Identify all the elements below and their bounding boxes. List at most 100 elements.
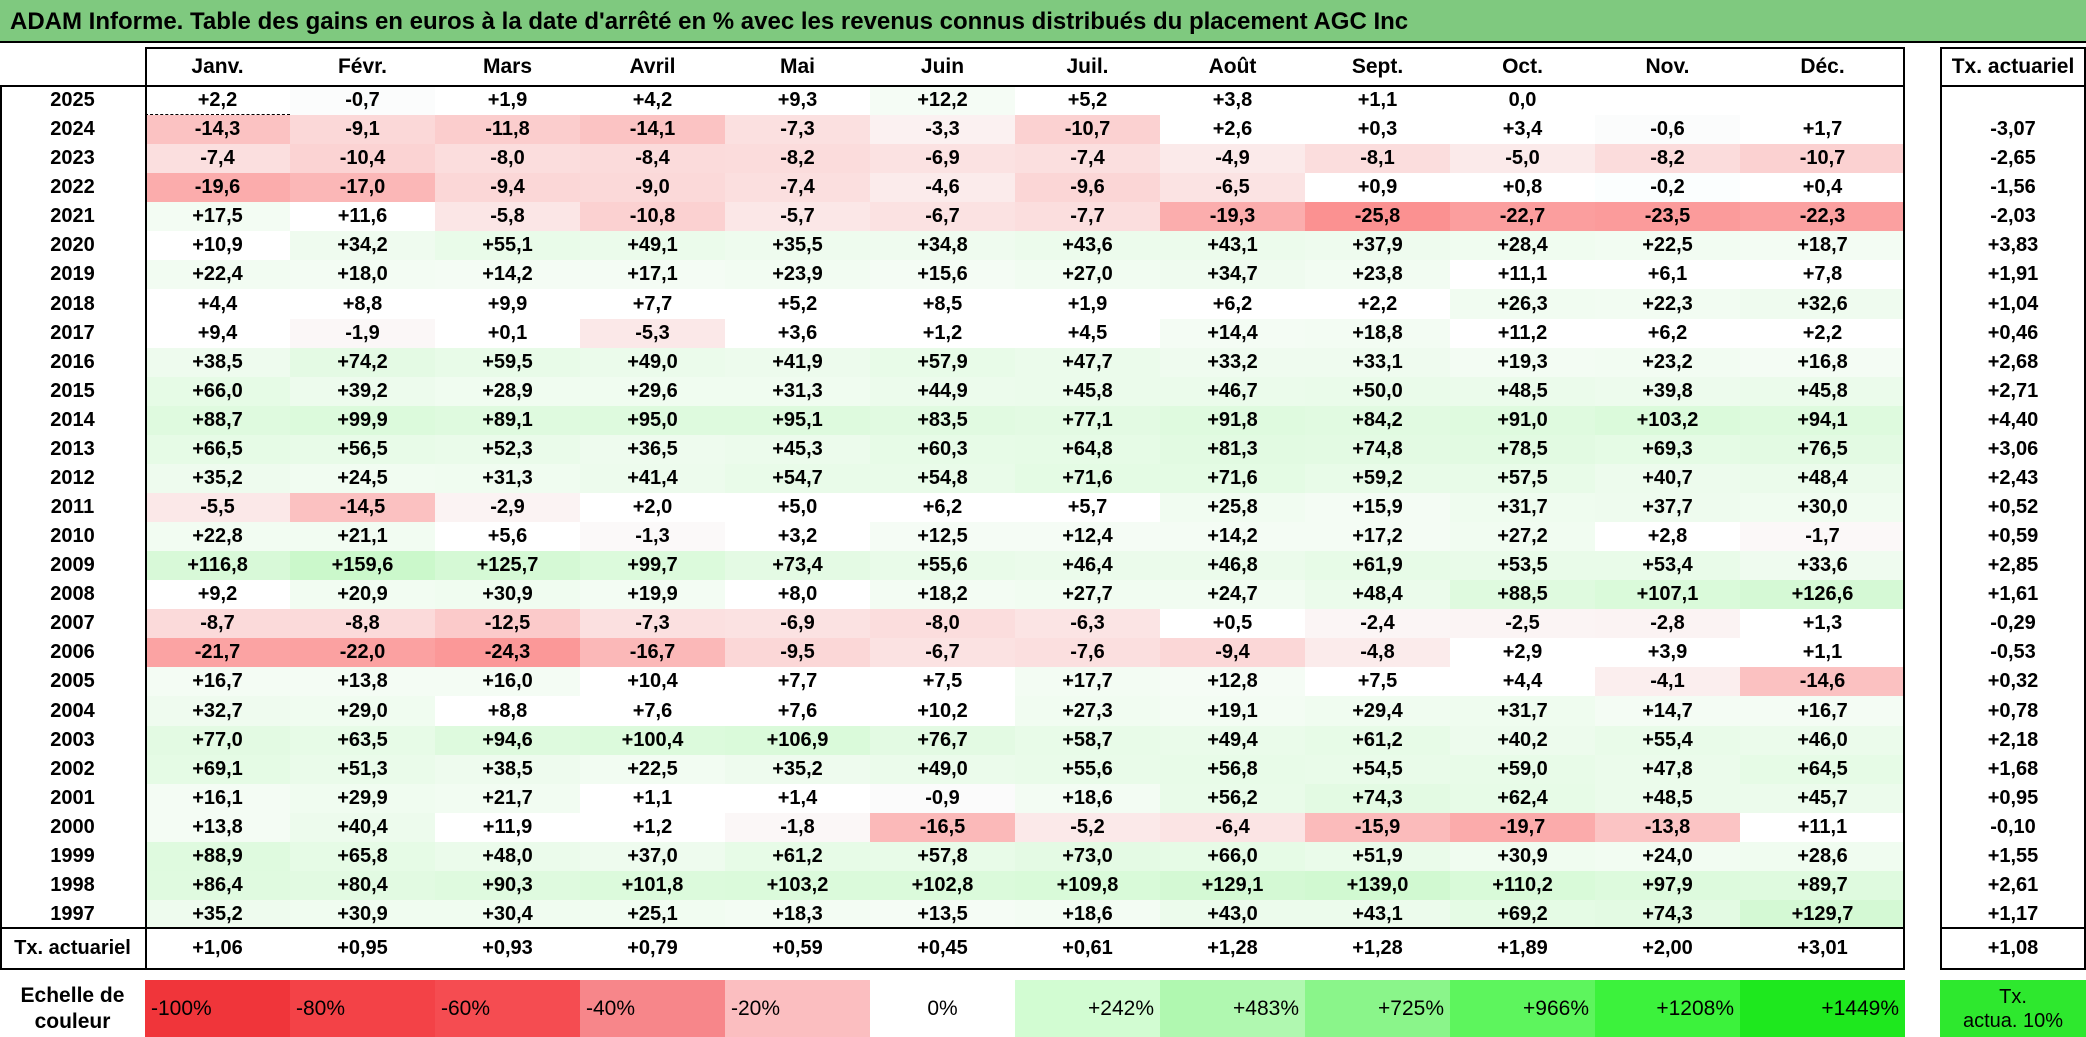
- table-cell: +7,6: [580, 696, 725, 726]
- scale-swatch: 0%: [870, 980, 1015, 1037]
- table-cell: +38,5: [145, 347, 290, 377]
- table-cell: +91,0: [1450, 405, 1595, 435]
- table-cell: -10,7: [1015, 115, 1160, 145]
- table-cell: +25,1: [580, 899, 725, 930]
- table-cell: +13,8: [145, 812, 290, 842]
- table-cell: +125,7: [435, 551, 580, 581]
- table-cell: +27,2: [1450, 522, 1595, 552]
- table-cell: +61,2: [725, 841, 870, 871]
- rate-header: Tx. actuariel: [1951, 55, 2075, 78]
- table-cell: +18,2: [870, 580, 1015, 610]
- year-label: 2017: [50, 321, 95, 344]
- table-cell: +34,7: [1160, 260, 1305, 290]
- table-cell: +49,0: [580, 347, 725, 377]
- table-cell: +3,9: [1595, 638, 1740, 668]
- scale-label: Echelle de couleur: [0, 980, 145, 1037]
- table-cell: +18,0: [290, 260, 435, 290]
- month-header: Mai: [779, 55, 815, 78]
- table-cell: +99,7: [580, 551, 725, 581]
- table-cell: -8,2: [1595, 144, 1740, 174]
- table-cell: +73,4: [725, 551, 870, 581]
- rate-cell: +0,52: [1987, 496, 2039, 518]
- year-label: 2001: [50, 786, 95, 809]
- year-label: 2018: [50, 292, 95, 315]
- year-label: 2019: [50, 263, 95, 286]
- table-cell: +59,5: [435, 347, 580, 377]
- table-cell: +0,4: [1740, 173, 1905, 203]
- table-cell: +28,9: [435, 376, 580, 406]
- table-cell: -8,7: [145, 609, 290, 639]
- table-cell: +34,2: [290, 231, 435, 261]
- table-cell: +66,0: [1160, 841, 1305, 871]
- table-cell: +39,2: [290, 376, 435, 406]
- grid-line: [1940, 85, 2086, 87]
- table-cell: +1,1: [1740, 638, 1905, 668]
- scale-swatch: -80%: [290, 980, 435, 1037]
- summary-cell: +3,01: [1797, 936, 1848, 959]
- table-cell: +8,5: [870, 289, 1015, 319]
- table-cell: +26,3: [1450, 289, 1595, 319]
- rate-cell: +1,17: [1987, 902, 2039, 925]
- table-cell: -9,0: [580, 173, 725, 203]
- table-cell: +103,2: [725, 870, 870, 900]
- grid-line: [0, 968, 1905, 970]
- table-cell: 0,0: [1450, 86, 1595, 116]
- table-cell: +27,7: [1015, 580, 1160, 610]
- table-cell: +40,2: [1450, 725, 1595, 755]
- table-cell: +55,6: [1015, 754, 1160, 784]
- table-cell: +9,2: [145, 580, 290, 610]
- table-cell: +11,6: [290, 202, 435, 232]
- page-title: ADAM Informe. Table des gains en euros à…: [0, 0, 2086, 43]
- grid-line: [1940, 927, 2086, 929]
- table-cell: +1,9: [1015, 289, 1160, 319]
- table-cell: +13,8: [290, 667, 435, 697]
- table-cell: +2,0: [580, 492, 725, 523]
- table-cell: +45,8: [1015, 376, 1160, 406]
- table-cell: +16,7: [145, 667, 290, 697]
- table-cell: -5,0: [1450, 144, 1595, 174]
- table-cell: +10,9: [145, 231, 290, 261]
- table-cell: +25,8: [1160, 492, 1305, 523]
- table-cell: +21,7: [435, 783, 580, 813]
- scale-swatch: +1208%: [1595, 980, 1740, 1037]
- table-cell: +64,5: [1740, 754, 1905, 784]
- table-cell: +51,9: [1305, 841, 1450, 871]
- table-cell: +7,7: [580, 289, 725, 319]
- table-cell: +91,8: [1160, 405, 1305, 435]
- table-cell: +49,1: [580, 231, 725, 261]
- table-cell: +9,4: [145, 318, 290, 348]
- table-cell: -2,8: [1595, 609, 1740, 639]
- month-header: Déc.: [1800, 55, 1845, 78]
- year-label: 2021: [50, 205, 95, 228]
- table-cell: +19,3: [1450, 347, 1595, 377]
- table-cell: +45,3: [725, 434, 870, 464]
- rate-cell: +1,61: [1987, 583, 2039, 606]
- year-label: 2016: [50, 350, 95, 373]
- table-cell: +55,4: [1595, 725, 1740, 755]
- month-header: Mars: [482, 55, 533, 78]
- table-cell: +48,4: [1305, 580, 1450, 610]
- table-cell: -4,9: [1160, 144, 1305, 174]
- year-label: 2015: [50, 379, 95, 402]
- rate-cell: -2,65: [1990, 147, 2036, 170]
- table-cell: +65,8: [290, 841, 435, 871]
- table-cell: +61,9: [1305, 551, 1450, 581]
- year-label: 1999: [50, 844, 95, 867]
- table-cell: +24,7: [1160, 580, 1305, 610]
- table-cell: +74,2: [290, 347, 435, 377]
- month-header: Avril: [629, 55, 676, 78]
- table-cell: +46,7: [1160, 376, 1305, 406]
- table-cell: -0,2: [1595, 173, 1740, 203]
- table-cell: +74,3: [1595, 899, 1740, 930]
- table-cell: -0,9: [870, 783, 1015, 813]
- year-label: 2009: [50, 554, 95, 577]
- grid-line: [1940, 47, 2086, 49]
- table-cell: -12,5: [435, 609, 580, 639]
- table-cell: -4,8: [1305, 638, 1450, 668]
- table-cell: -19,6: [145, 173, 290, 203]
- rate-cell: +2,43: [1987, 466, 2039, 489]
- table-cell: +48,4: [1740, 463, 1905, 493]
- table-cell: +33,2: [1160, 347, 1305, 377]
- table-cell: [1595, 86, 1740, 116]
- table-cell: -21,7: [145, 638, 290, 668]
